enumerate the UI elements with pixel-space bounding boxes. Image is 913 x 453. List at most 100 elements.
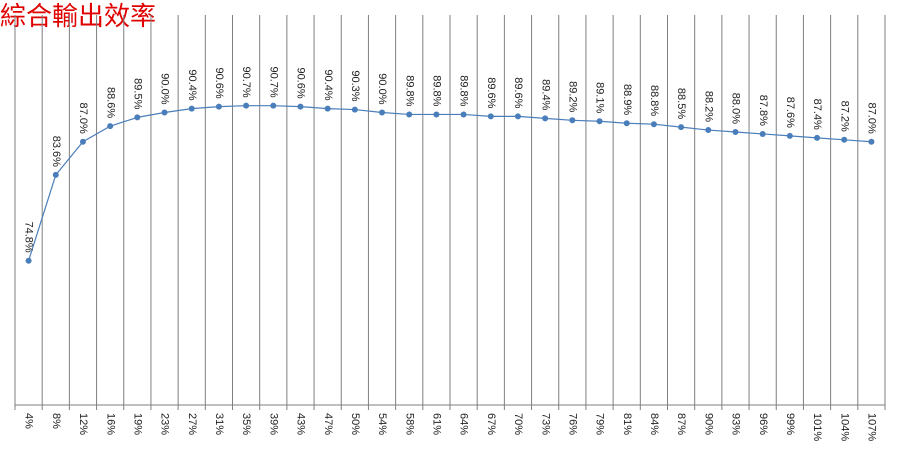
point xyxy=(188,105,195,112)
point xyxy=(161,109,168,116)
x-tick-label: 64% xyxy=(458,413,470,435)
x-tick-label: 31% xyxy=(213,413,225,435)
x-tick-label: 50% xyxy=(349,413,361,435)
data-label: 88.5% xyxy=(675,88,687,119)
point xyxy=(134,114,141,121)
data-label: 88.2% xyxy=(702,91,714,122)
data-label: 89.2% xyxy=(566,81,578,112)
point xyxy=(79,138,86,145)
x-tick-label: 73% xyxy=(539,413,551,435)
point xyxy=(814,134,821,141)
point xyxy=(705,127,712,134)
point xyxy=(324,105,331,112)
x-tick-label: 8% xyxy=(50,413,62,429)
x-tick-label: 90% xyxy=(702,413,714,435)
data-label: 88.6% xyxy=(104,87,116,118)
point xyxy=(351,106,358,113)
x-tick-label: 16% xyxy=(104,413,116,435)
point xyxy=(460,111,467,118)
data-label: 87.6% xyxy=(784,97,796,128)
point xyxy=(650,121,657,128)
x-tick-label: 19% xyxy=(131,413,143,435)
data-label: 90.7% xyxy=(240,66,252,97)
x-tick-label: 104% xyxy=(838,413,850,441)
point xyxy=(759,130,766,137)
x-tick-label: 96% xyxy=(757,413,769,435)
data-label: 89.8% xyxy=(431,75,443,106)
data-label: 90.4% xyxy=(186,69,198,100)
x-tick-label: 99% xyxy=(784,413,796,435)
data-label: 90.6% xyxy=(213,67,225,98)
data-label: 87.0% xyxy=(866,103,878,134)
x-tick-label: 39% xyxy=(267,413,279,435)
data-label: 89.1% xyxy=(594,82,606,113)
point xyxy=(297,103,304,110)
point xyxy=(732,129,739,135)
data-label: 90.6% xyxy=(295,67,307,98)
point xyxy=(623,120,630,127)
x-tick-label: 79% xyxy=(594,413,606,435)
x-tick-label: 47% xyxy=(322,413,334,435)
x-tick-label: 43% xyxy=(295,413,307,435)
point xyxy=(596,118,603,125)
data-label: 89.6% xyxy=(485,77,497,108)
point xyxy=(678,124,685,131)
data-label: 89.6% xyxy=(512,77,524,108)
chart-title: 綜合輸出效率 xyxy=(0,1,156,31)
data-label: 89.8% xyxy=(403,75,415,106)
point xyxy=(841,136,848,143)
data-label: 87.8% xyxy=(757,95,769,126)
point xyxy=(107,123,114,130)
data-label: 83.6% xyxy=(50,136,62,167)
x-tick-label: 101% xyxy=(811,413,823,441)
x-tick-label: 61% xyxy=(431,413,443,435)
x-tick-label: 12% xyxy=(77,413,89,435)
data-label: 87.4% xyxy=(811,99,823,130)
data-label: 88.0% xyxy=(730,93,742,124)
x-tick-label: 23% xyxy=(159,413,171,435)
point xyxy=(379,109,386,116)
x-tick-label: 35% xyxy=(240,413,252,435)
point xyxy=(406,111,413,118)
x-tick-label: 93% xyxy=(730,413,742,435)
data-label: 90.4% xyxy=(322,69,334,100)
x-tick-label: 87% xyxy=(675,413,687,435)
x-tick-label: 81% xyxy=(621,413,633,435)
data-label: 90.0% xyxy=(376,73,388,104)
x-tick-label: 58% xyxy=(403,413,415,435)
data-label: 89.8% xyxy=(458,75,470,106)
data-label: 89.5% xyxy=(131,78,143,109)
x-tick-label: 84% xyxy=(648,413,660,435)
data-label: 88.9% xyxy=(621,84,633,115)
data-label: 88.8% xyxy=(648,85,660,116)
x-tick-label: 54% xyxy=(376,413,388,435)
point xyxy=(270,102,277,109)
point xyxy=(786,132,793,139)
point xyxy=(514,113,521,120)
point xyxy=(868,138,875,145)
point xyxy=(487,113,494,120)
point xyxy=(433,111,440,118)
x-tick-label: 27% xyxy=(186,413,198,435)
x-tick-label: 67% xyxy=(485,413,497,435)
point xyxy=(25,257,32,264)
point xyxy=(215,103,222,110)
data-label: 74.8% xyxy=(23,221,35,252)
x-tick-label: 107% xyxy=(866,413,878,441)
data-label: 90.0% xyxy=(159,73,171,104)
data-label: 89.4% xyxy=(539,79,551,110)
x-tick-label: 70% xyxy=(512,413,524,435)
x-tick-label: 4% xyxy=(23,413,35,429)
point xyxy=(243,102,250,109)
point xyxy=(542,115,549,122)
point xyxy=(569,117,576,124)
line xyxy=(28,105,872,261)
data-label: 87.2% xyxy=(838,101,850,132)
data-label: 90.3% xyxy=(349,70,361,101)
data-label: 90.7% xyxy=(267,66,279,97)
x-tick-label: 76% xyxy=(566,413,578,435)
point xyxy=(52,171,59,178)
data-label: 87.0% xyxy=(77,103,89,134)
